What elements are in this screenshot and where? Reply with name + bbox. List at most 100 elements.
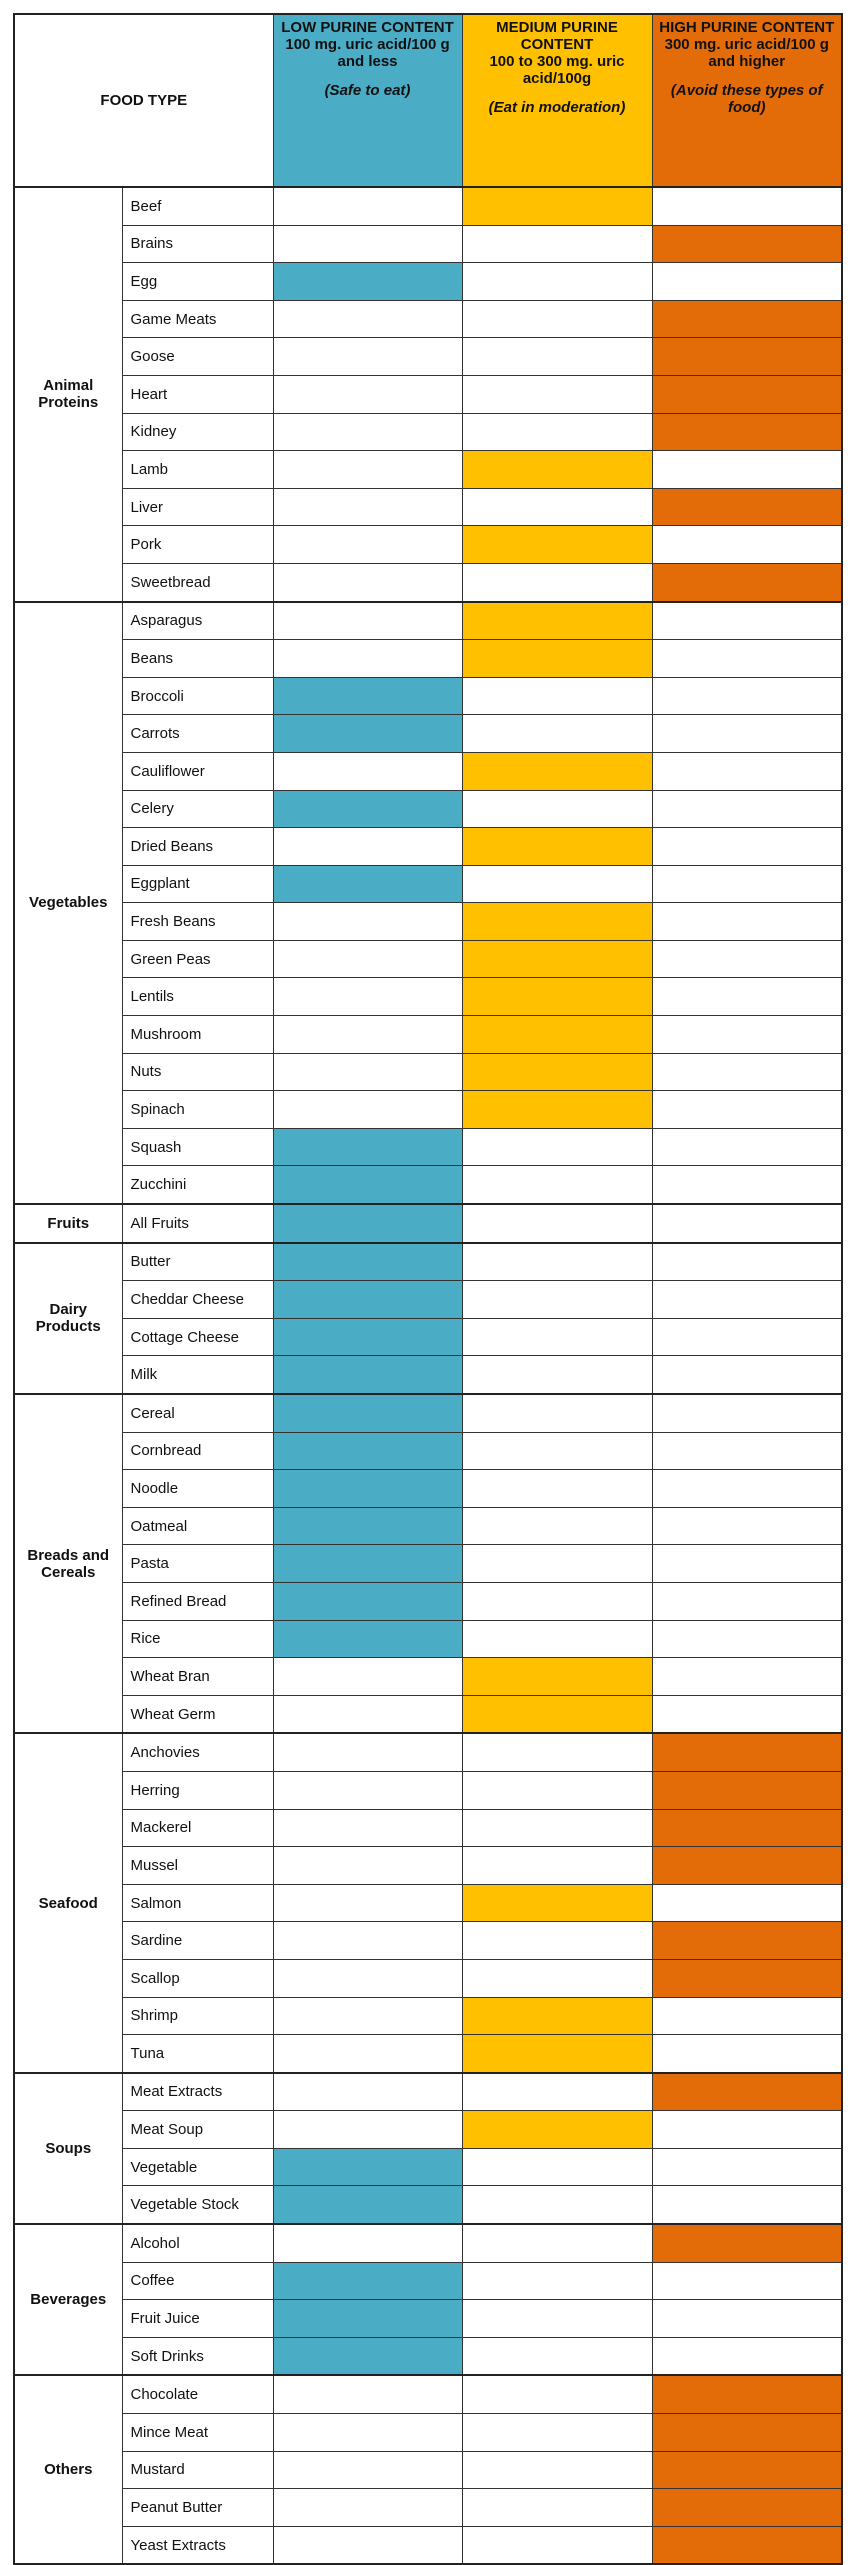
- food-name: Beans: [121, 639, 274, 678]
- level-cell: [461, 299, 653, 339]
- food-row: Vegetables Asparagus: [13, 600, 843, 1205]
- level-cell: [272, 185, 463, 226]
- food-name: Salmon: [121, 1883, 274, 1923]
- food-row: Dairy Products Butter: [13, 1241, 843, 1395]
- food-row: Vegetable: [14, 2147, 843, 2187]
- food-name: Sardine: [121, 1921, 274, 1960]
- level-cell: [272, 2413, 463, 2452]
- food-row: Tuna: [14, 2034, 843, 2074]
- food-name: Coffee: [121, 2261, 274, 2301]
- level-cell: [461, 412, 653, 452]
- group-name: Animal Proteins: [13, 186, 123, 603]
- level-cell: [651, 2071, 843, 2112]
- level-cell: [651, 2450, 843, 2490]
- level-cell: [461, 1431, 653, 1471]
- level-cell: [461, 487, 653, 527]
- level-cell: [461, 1015, 653, 1054]
- level-cell: [461, 751, 653, 791]
- level-cell: [651, 337, 843, 376]
- food-row: Wheat Bran: [14, 1657, 843, 1696]
- food-name: All Fruits: [121, 1203, 274, 1244]
- level-cell: [651, 1808, 843, 1848]
- food-row: Green Peas: [14, 939, 843, 979]
- level-cell: [272, 1581, 463, 1621]
- level-cell: [651, 1241, 843, 1282]
- level-cell: [651, 262, 843, 301]
- level-cell: [461, 1090, 653, 1129]
- level-cell: [651, 525, 843, 564]
- food-name: Beef: [121, 185, 274, 226]
- food-name: Liver: [121, 487, 274, 527]
- level-cell: [461, 1732, 653, 1772]
- food-row: Mussel: [14, 1846, 843, 1885]
- food-row: Squash: [14, 1127, 843, 1167]
- level-cell: [272, 1694, 463, 1734]
- level-cell: [272, 2185, 463, 2225]
- food-name: Vegetable Stock: [121, 2185, 274, 2225]
- food-row: Egg: [14, 262, 843, 301]
- food-name: Pork: [121, 525, 274, 564]
- food-row: Wheat Germ: [14, 1694, 843, 1734]
- level-cell: [461, 1506, 653, 1546]
- level-cell: [461, 374, 653, 414]
- food-name: Cheddar Cheese: [121, 1280, 274, 1319]
- level-cell: [272, 1846, 463, 1885]
- group-name: Seafood: [13, 1732, 123, 2074]
- level-cell: [651, 2034, 843, 2074]
- level-cell: [651, 562, 843, 603]
- level-cell: [461, 1317, 653, 1357]
- level-cell: [651, 2413, 843, 2452]
- food-name: Mackerel: [121, 1808, 274, 1848]
- level-title: MEDIUM PURINE CONTENT: [496, 19, 618, 53]
- food-row: Herring: [14, 1770, 843, 1810]
- food-name: Alcohol: [121, 2223, 274, 2263]
- level-cell: [651, 2147, 843, 2187]
- food-name: Scallop: [121, 1958, 274, 1998]
- food-name: Green Peas: [121, 939, 274, 979]
- level-cell: [461, 977, 653, 1017]
- purine-table: FOOD TYPE LOW PURINE CONTENT 100 mg. uric…: [13, 13, 843, 2565]
- level-cell: [651, 2110, 843, 2149]
- level-cell: [272, 1127, 463, 1167]
- food-name: Celery: [121, 789, 274, 829]
- group-name: Others: [13, 2374, 123, 2565]
- level-cell: [461, 2261, 653, 2301]
- level-cell: [461, 262, 653, 301]
- food-name: Asparagus: [121, 600, 274, 641]
- level-cell: [272, 487, 463, 527]
- level-cell: [272, 1165, 463, 1205]
- level-cell: [272, 1808, 463, 1848]
- level-cell: [272, 2374, 463, 2415]
- level-cell: [272, 2488, 463, 2527]
- food-row: Animal Proteins Beef: [13, 185, 843, 603]
- level-cell: [272, 525, 463, 564]
- level-cell: [651, 299, 843, 339]
- food-name: Zucchini: [121, 1165, 274, 1205]
- food-row: Lamb: [14, 450, 843, 489]
- food-name: Wheat Germ: [121, 1694, 274, 1734]
- level-cell: [461, 1808, 653, 1848]
- level-cell: [461, 1469, 653, 1508]
- level-cell: [272, 2147, 463, 2187]
- level-cell: [272, 827, 463, 866]
- level-cell: [461, 525, 653, 564]
- level-cell: [461, 2071, 653, 2112]
- food-name: Spinach: [121, 1090, 274, 1129]
- level-cell: [272, 1958, 463, 1998]
- level-cell: [651, 639, 843, 678]
- food-name: Mushroom: [121, 1015, 274, 1054]
- food-row: Scallop: [14, 1958, 843, 1998]
- level-cell: [461, 1544, 653, 1583]
- level-cell: [651, 714, 843, 753]
- level-cell: [461, 2450, 653, 2490]
- level-cell: [651, 676, 843, 716]
- food-name: Butter: [121, 1241, 274, 1282]
- food-name: Egg: [121, 262, 274, 301]
- level-header: LOW PURINE CONTENT 100 mg. uric acid/100 …: [272, 13, 463, 188]
- level-cell: [651, 1544, 843, 1583]
- level-cell: [272, 1921, 463, 1960]
- level-cell: [651, 1581, 843, 1621]
- level-cell: [272, 450, 463, 489]
- level-cell: [651, 1127, 843, 1167]
